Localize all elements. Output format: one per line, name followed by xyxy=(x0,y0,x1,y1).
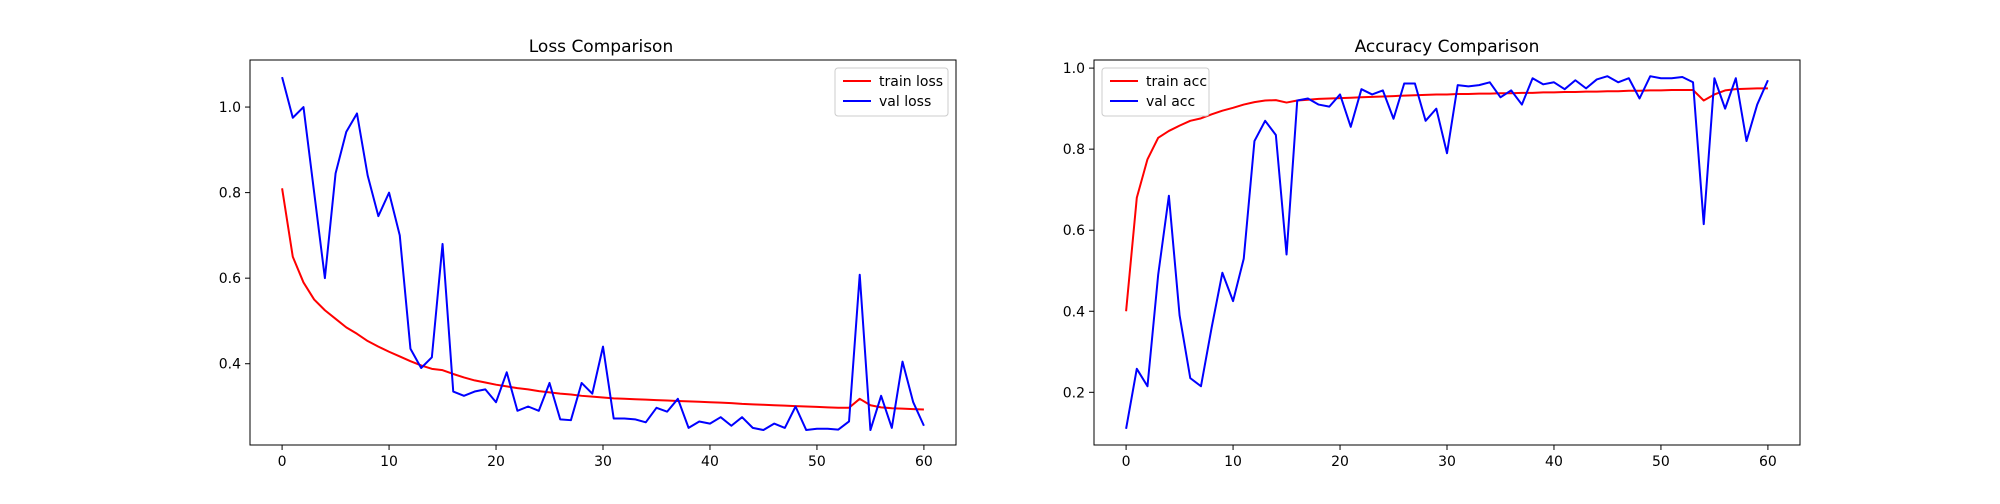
x-tick-label: 20 xyxy=(487,454,505,470)
legend-label: train acc xyxy=(1146,74,1207,90)
x-tick-label: 60 xyxy=(1759,454,1777,470)
chart-title: Accuracy Comparison xyxy=(1355,37,1540,57)
y-tick-label: 0.4 xyxy=(219,357,241,373)
y-tick-label: 0.8 xyxy=(1063,142,1085,158)
series-line-val-loss xyxy=(281,76,925,432)
x-tick-label: 20 xyxy=(1331,454,1349,470)
y-axis: 0.4 0.6 0.8 1.0 xyxy=(219,100,250,373)
y-tick-label: 0.6 xyxy=(1063,223,1085,239)
legend-label: val loss xyxy=(879,94,931,110)
legend-label: train loss xyxy=(879,74,943,90)
y-tick-label: 0.6 xyxy=(219,271,241,287)
series-layer xyxy=(1125,75,1769,429)
series-layer xyxy=(281,76,925,432)
x-axis: 0 10 20 30 40 50 60 xyxy=(1122,445,1777,470)
legend-label: val acc xyxy=(1146,94,1195,110)
x-tick-label: 50 xyxy=(1652,454,1670,470)
y-tick-label: 1.0 xyxy=(1063,61,1085,77)
x-tick-label: 10 xyxy=(1224,454,1242,470)
y-tick-label: 0.4 xyxy=(1063,304,1085,320)
x-tick-label: 0 xyxy=(1122,454,1131,470)
x-tick-label: 30 xyxy=(1438,454,1456,470)
legend: train loss val loss xyxy=(834,67,949,117)
legend: train acc val acc xyxy=(1101,67,1210,117)
x-tick-label: 30 xyxy=(594,454,612,470)
x-tick-label: 40 xyxy=(1545,454,1563,470)
y-tick-label: 0.8 xyxy=(219,186,241,202)
x-axis: 0 10 20 30 40 50 60 xyxy=(278,445,933,470)
series-line-train-loss xyxy=(281,188,924,411)
x-tick-label: 40 xyxy=(701,454,719,470)
chart-title: Loss Comparison xyxy=(529,37,673,57)
y-tick-label: 0.2 xyxy=(1063,385,1085,401)
x-tick-label: 0 xyxy=(278,454,287,470)
y-axis: 0.2 0.4 0.6 0.8 1.0 xyxy=(1063,61,1094,401)
plot-frame xyxy=(249,59,957,446)
series-line-train-acc xyxy=(1125,87,1768,312)
x-tick-label: 10 xyxy=(380,454,398,470)
y-tick-label: 1.0 xyxy=(219,100,241,116)
series-line-val-acc xyxy=(1125,75,1769,429)
x-tick-label: 60 xyxy=(915,454,933,470)
loss-chart: Loss Comparison 0 10 20 30 40 50 60 0.4 0.6 0.8 1… xyxy=(219,37,957,470)
x-tick-label: 50 xyxy=(808,454,826,470)
accuracy-chart: Accuracy Comparison 0 10 20 30 40 50 60 0.2 0.4… xyxy=(1063,37,1801,470)
